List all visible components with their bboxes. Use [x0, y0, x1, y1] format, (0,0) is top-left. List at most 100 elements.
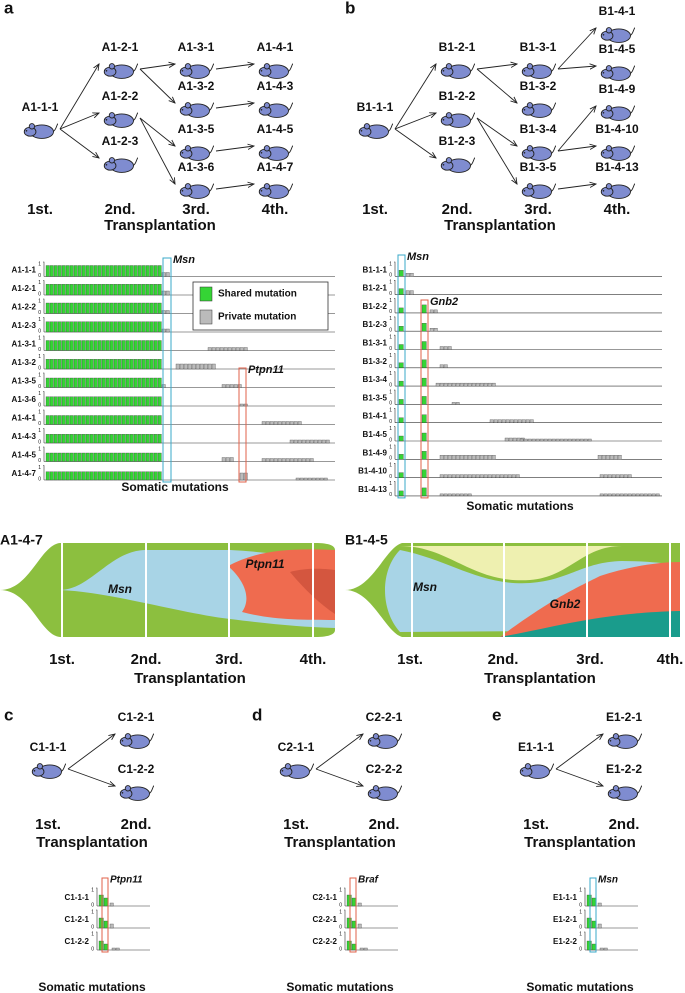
private-bar [559, 438, 564, 442]
private-bar [463, 493, 468, 497]
shared-bar [97, 415, 102, 425]
private-bar [479, 382, 484, 387]
shared-bar [61, 321, 66, 333]
shared-bar [53, 284, 58, 296]
shared-bar [398, 472, 404, 478]
axis-tick-label: 1 [38, 280, 41, 286]
mouse-icon [103, 63, 138, 79]
private-bar [613, 455, 618, 460]
private-bar [583, 438, 588, 442]
arrow [557, 28, 596, 70]
row-label: A1-4-5 [12, 450, 37, 459]
private-bar [635, 493, 640, 497]
axis-bracket [96, 909, 98, 928]
row-label: A1-2-3 [12, 321, 37, 330]
row-label: B1-3-2 [363, 357, 388, 366]
shared-bar [141, 452, 146, 462]
axis-tick-label: 1 [389, 426, 392, 432]
shared-bar [398, 362, 404, 368]
private-bar [165, 272, 170, 277]
private-bar [463, 382, 468, 387]
private-bar [433, 328, 438, 332]
private-bar [409, 290, 414, 295]
mouse-icon [440, 63, 475, 79]
private-bar [655, 493, 660, 497]
shared-bar [69, 377, 74, 388]
shared-bar [77, 452, 82, 462]
shared-bar [73, 265, 78, 277]
private-bar [273, 458, 278, 462]
private-bar [289, 458, 294, 462]
private-bar [265, 458, 270, 462]
shared-bar [113, 377, 118, 388]
shared-bar [398, 454, 404, 460]
axis-tick-label: 0 [91, 946, 94, 952]
private-bar [567, 438, 572, 442]
shared-bar [157, 396, 162, 407]
shared-bar [137, 396, 142, 407]
shared-bar [53, 265, 58, 277]
mouse-icon [367, 785, 402, 801]
private-bar [293, 421, 298, 425]
shared-bar [77, 396, 82, 407]
axis-title: Transplantation [484, 670, 596, 687]
arrow [555, 734, 603, 770]
private-bar [161, 272, 166, 277]
shared-bar [117, 415, 122, 425]
shared-bar [61, 452, 66, 462]
private-bar [243, 347, 248, 351]
shared-bar [113, 265, 118, 277]
shared-bar [109, 284, 114, 296]
axis-tick-label: 1 [91, 931, 94, 937]
private-bar [207, 347, 212, 351]
shared-bar [65, 377, 70, 388]
shared-bar [101, 415, 106, 425]
node-label: C2-1-1 [278, 740, 315, 754]
private-bar [601, 455, 606, 460]
private-bar [451, 382, 456, 387]
private-bar [239, 472, 244, 481]
shared-bar [109, 452, 114, 462]
shared-bar [89, 434, 94, 444]
axis-bracket [394, 353, 396, 368]
private-bar [491, 474, 496, 478]
axis-tick-label: 0 [579, 902, 582, 908]
axis-tick-label: 0 [91, 902, 94, 908]
private-bar [265, 421, 270, 425]
shared-bar [113, 302, 118, 314]
row-label: B1-2-1 [363, 284, 388, 293]
shared-bar [98, 917, 104, 929]
mouse-icon [179, 63, 214, 79]
axis-tick-label: 0 [38, 476, 41, 482]
private-bar [455, 493, 460, 497]
shared-bar [65, 359, 70, 370]
private-bar [525, 419, 530, 423]
shared-bar [101, 471, 106, 481]
shared-bar [129, 340, 134, 351]
private-bar [281, 421, 286, 425]
axis-tick-label: 1 [91, 887, 94, 893]
shared-bar [69, 359, 74, 370]
panel-letter: e [492, 705, 501, 724]
private-bar [523, 438, 528, 442]
axis-tick-label: 0 [38, 291, 41, 297]
shared-bar [129, 265, 134, 277]
shared-bar [85, 471, 90, 481]
shared-bar [121, 284, 126, 296]
axis-bracket [43, 280, 45, 295]
private-bar [439, 364, 444, 368]
shared-bar [97, 471, 102, 481]
mouse-icon [521, 102, 556, 118]
shared-bar [45, 396, 50, 407]
shared-bar [85, 359, 90, 370]
shared-bar [77, 265, 82, 277]
axis-bracket [344, 887, 346, 906]
private-bar [627, 493, 632, 497]
private-bar [505, 419, 510, 423]
row-label: A1-4-3 [12, 432, 37, 441]
shared-bar [49, 452, 54, 462]
shared-bar [157, 284, 162, 296]
arrow [139, 117, 175, 184]
clone-label: Msn [108, 582, 132, 596]
shared-bar [101, 396, 106, 407]
